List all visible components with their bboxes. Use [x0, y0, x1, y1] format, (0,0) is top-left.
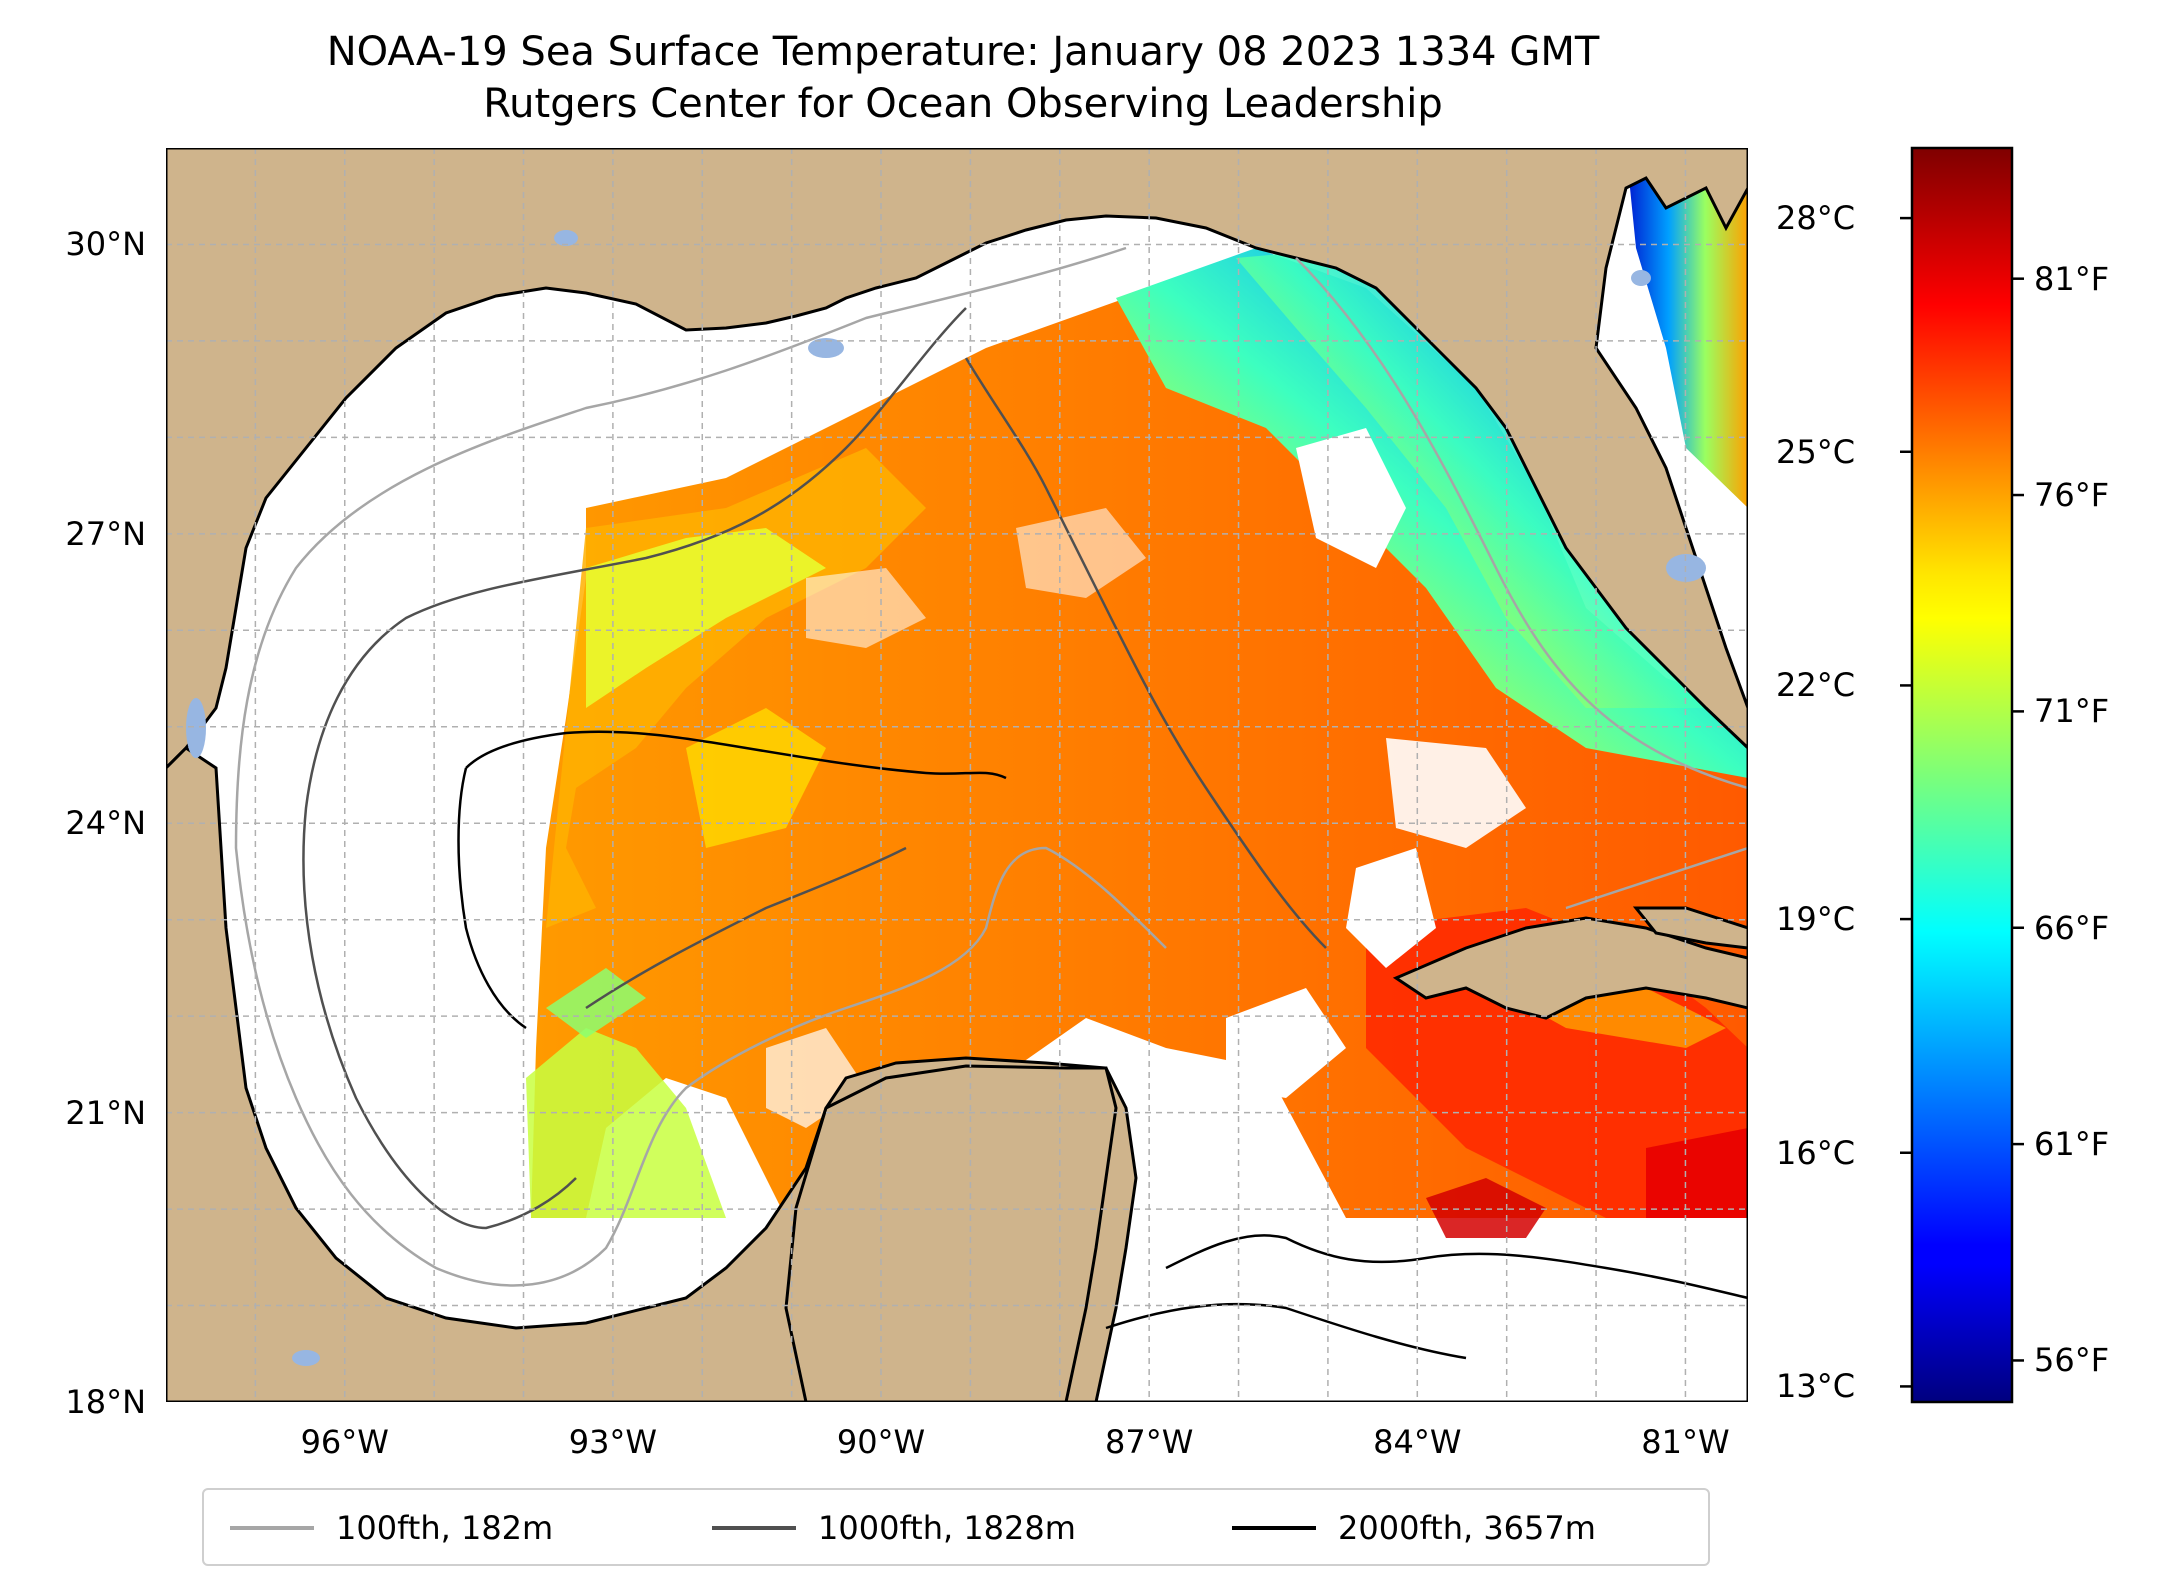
- lat-tick-label: 24°N: [65, 804, 146, 843]
- legend-item-100fth: 100fth, 182m: [230, 1490, 553, 1566]
- fahrenheit-tick-label: 71°F: [2034, 692, 2110, 731]
- fahrenheit-tick-label: 81°F: [2034, 259, 2110, 298]
- celsius-tick-label: 22°C: [1776, 666, 1856, 705]
- lat-tick-label: 27°N: [65, 514, 146, 553]
- fahrenheit-tick-label: 76°F: [2034, 476, 2110, 515]
- lon-tick-label: 81°W: [1641, 1423, 1730, 1461]
- celsius-tick-label: 19°C: [1776, 900, 1856, 939]
- lon-tick-label: 96°W: [300, 1423, 389, 1461]
- lon-tick-label: 87°W: [1104, 1423, 1194, 1461]
- map-gridlines: [166, 148, 1748, 1402]
- lakes: [186, 230, 1706, 1366]
- fahrenheit-tick-label: 56°F: [2034, 1341, 2110, 1380]
- lat-tick-label: 21°N: [65, 1093, 146, 1132]
- fahrenheit-tick-label: 66°F: [2034, 908, 2110, 947]
- legend-swatch-1000fth: [712, 1526, 796, 1530]
- legend-swatch-2000fth: [1232, 1526, 1316, 1530]
- map-plot-area: [166, 148, 1748, 1402]
- colorbar-gradient: [1910, 146, 2014, 1404]
- celsius-tick-label: 28°C: [1776, 199, 1856, 238]
- land: [166, 148, 1748, 1402]
- bathymetry-2000fth: [457, 730, 1748, 1360]
- celsius-tick-label: 13°C: [1776, 1367, 1856, 1406]
- fahrenheit-tick-label: 61°F: [2034, 1125, 2110, 1164]
- lon-tick-label: 84°W: [1373, 1423, 1462, 1461]
- map-subtitle: Rutgers Center for Ocean Observing Leade…: [483, 81, 1443, 127]
- lat-tick-label: 18°N: [65, 1383, 146, 1421]
- colorbar: 13°C 16°C 19°C 22°C 25°C 28°C 56°F 61°F 66°F 71°F…: [1760, 140, 2160, 1420]
- legend-swatch-100fth: [230, 1526, 314, 1530]
- sst-map: [166, 148, 1748, 1402]
- bathymetry-legend: 100fth, 182m 1000fth, 1828m 2000fth, 365…: [202, 1488, 1710, 1566]
- lon-tick-label: 90°W: [836, 1423, 926, 1461]
- legend-label-2000fth: 2000fth, 3657m: [1338, 1509, 1596, 1547]
- map-title: NOAA-19 Sea Surface Temperature: January…: [326, 29, 1600, 75]
- legend-item-2000fth: 2000fth, 3657m: [1232, 1490, 1596, 1566]
- lon-tick-label: 93°W: [568, 1423, 658, 1461]
- legend-label-1000fth: 1000fth, 1828m: [818, 1509, 1076, 1547]
- celsius-tick-label: 25°C: [1776, 432, 1856, 471]
- lat-tick-label: 30°N: [65, 225, 146, 264]
- legend-item-1000fth: 1000fth, 1828m: [712, 1490, 1076, 1566]
- bathymetry-100fth: [234, 246, 1748, 1287]
- legend-label-100fth: 100fth, 182m: [336, 1509, 554, 1547]
- celsius-tick-label: 16°C: [1776, 1133, 1856, 1172]
